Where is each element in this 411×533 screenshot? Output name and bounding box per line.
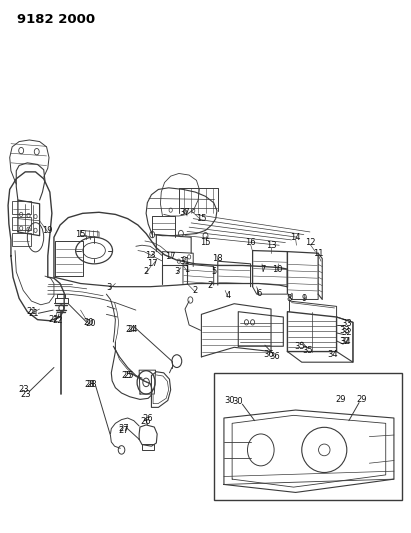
- Text: 3: 3: [174, 268, 180, 276]
- Text: 2: 2: [143, 268, 149, 276]
- Text: 22: 22: [52, 316, 62, 325]
- Text: 30: 30: [232, 397, 243, 406]
- Text: 9182 2000: 9182 2000: [17, 13, 95, 26]
- Bar: [12, 201, 30, 214]
- Text: 35: 35: [294, 342, 305, 351]
- Text: 14: 14: [290, 233, 301, 242]
- Text: 27: 27: [118, 424, 129, 433]
- Bar: [214, 373, 402, 500]
- Text: 25: 25: [123, 371, 134, 380]
- Bar: [12, 233, 30, 246]
- Text: 35: 35: [302, 346, 313, 355]
- Text: 2: 2: [193, 286, 198, 295]
- Text: 25: 25: [122, 371, 132, 380]
- Text: 18: 18: [212, 254, 223, 263]
- Text: 28: 28: [85, 380, 95, 389]
- Text: 29: 29: [335, 395, 346, 404]
- Text: 26: 26: [143, 414, 153, 423]
- Text: 9: 9: [301, 294, 307, 303]
- Text: 34: 34: [327, 350, 338, 359]
- Bar: [55, 298, 68, 303]
- Text: 37: 37: [180, 208, 190, 217]
- Text: 17: 17: [147, 260, 157, 268]
- Text: 33: 33: [339, 326, 350, 335]
- Text: 30: 30: [225, 396, 236, 405]
- Text: 24: 24: [126, 325, 136, 334]
- Text: 16: 16: [245, 238, 256, 247]
- Text: 21: 21: [26, 307, 37, 316]
- Text: 26: 26: [141, 417, 151, 426]
- Text: 36: 36: [269, 352, 280, 361]
- Text: 21: 21: [28, 309, 39, 318]
- Text: 7: 7: [260, 265, 266, 273]
- Text: 5: 5: [211, 268, 216, 276]
- Text: 6: 6: [256, 288, 261, 297]
- Bar: [142, 443, 154, 450]
- Text: 19: 19: [43, 226, 53, 235]
- Text: 11: 11: [313, 249, 323, 258]
- Text: 22: 22: [48, 315, 59, 324]
- Bar: [12, 217, 30, 230]
- Text: 13: 13: [145, 252, 155, 260]
- Text: 29: 29: [357, 395, 367, 404]
- Text: 15: 15: [196, 214, 207, 223]
- Text: 24: 24: [127, 325, 138, 334]
- Text: 36: 36: [263, 350, 275, 359]
- Text: 23: 23: [20, 390, 30, 399]
- Text: 31: 31: [179, 257, 189, 265]
- Text: 27: 27: [118, 426, 129, 435]
- Text: 3: 3: [106, 283, 112, 292]
- Text: 33: 33: [342, 319, 352, 328]
- Text: 23: 23: [18, 385, 28, 394]
- Text: 20: 20: [83, 318, 94, 327]
- Text: 15: 15: [200, 238, 211, 247]
- Bar: [57, 294, 65, 298]
- Text: 32: 32: [342, 328, 352, 337]
- Text: 28: 28: [86, 380, 97, 389]
- Text: 4: 4: [225, 291, 231, 300]
- Text: 34: 34: [340, 337, 351, 346]
- Text: 15: 15: [75, 230, 86, 239]
- Text: 20: 20: [85, 319, 96, 328]
- Text: 17: 17: [165, 253, 176, 261]
- Text: 2: 2: [207, 280, 212, 289]
- Text: 32: 32: [339, 337, 350, 346]
- Text: 1: 1: [185, 265, 190, 273]
- Text: 12: 12: [305, 238, 315, 247]
- Text: 10: 10: [272, 265, 282, 273]
- Text: 13: 13: [266, 241, 276, 250]
- Text: 8: 8: [287, 294, 292, 303]
